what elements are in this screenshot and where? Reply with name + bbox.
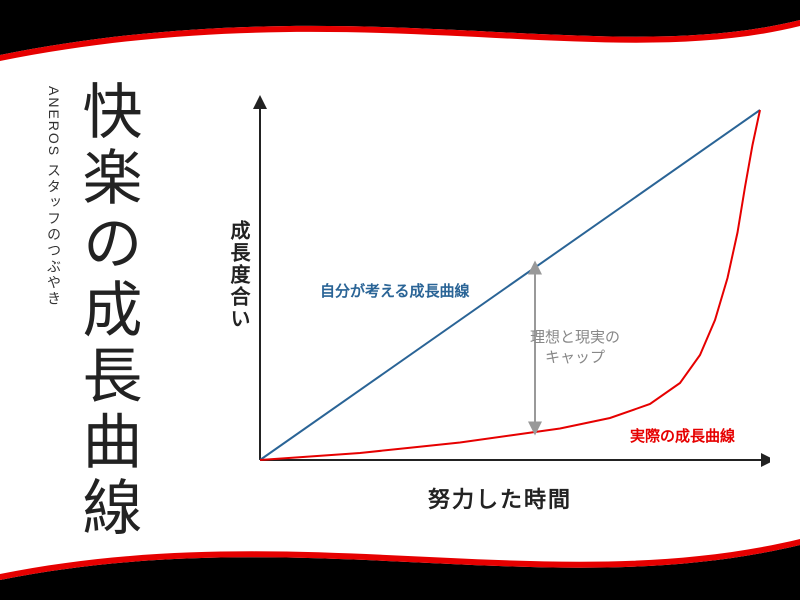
main-title: 快楽の成長曲線 bbox=[64, 80, 151, 542]
x-axis-label: 努力した時間 bbox=[230, 482, 770, 514]
y-axis-label: 成長度合い bbox=[224, 220, 253, 330]
page-frame: ANEROS スタッフのつぶやき 快楽の成長曲線 成長度合い 努力した時間 自分… bbox=[0, 0, 800, 600]
gap-annotation-label: 理想と現実の キャップ bbox=[530, 328, 620, 367]
gap-line-2: キャップ bbox=[545, 349, 605, 366]
top-banner bbox=[0, 0, 800, 70]
title-block: ANEROS スタッフのつぶやき 快楽の成長曲線 bbox=[40, 80, 151, 542]
gap-line-1: 理想と現実の bbox=[530, 329, 620, 346]
subtitle: ANEROS スタッフのつぶやき bbox=[44, 86, 64, 542]
ideal-line-label: 自分が考える成長曲線 bbox=[320, 280, 470, 301]
growth-chart: 成長度合い 努力した時間 自分が考える成長曲線 実際の成長曲線 理想と現実の キ… bbox=[230, 90, 770, 510]
actual-line-label: 実際の成長曲線 bbox=[630, 425, 735, 446]
chart-svg bbox=[230, 90, 770, 480]
